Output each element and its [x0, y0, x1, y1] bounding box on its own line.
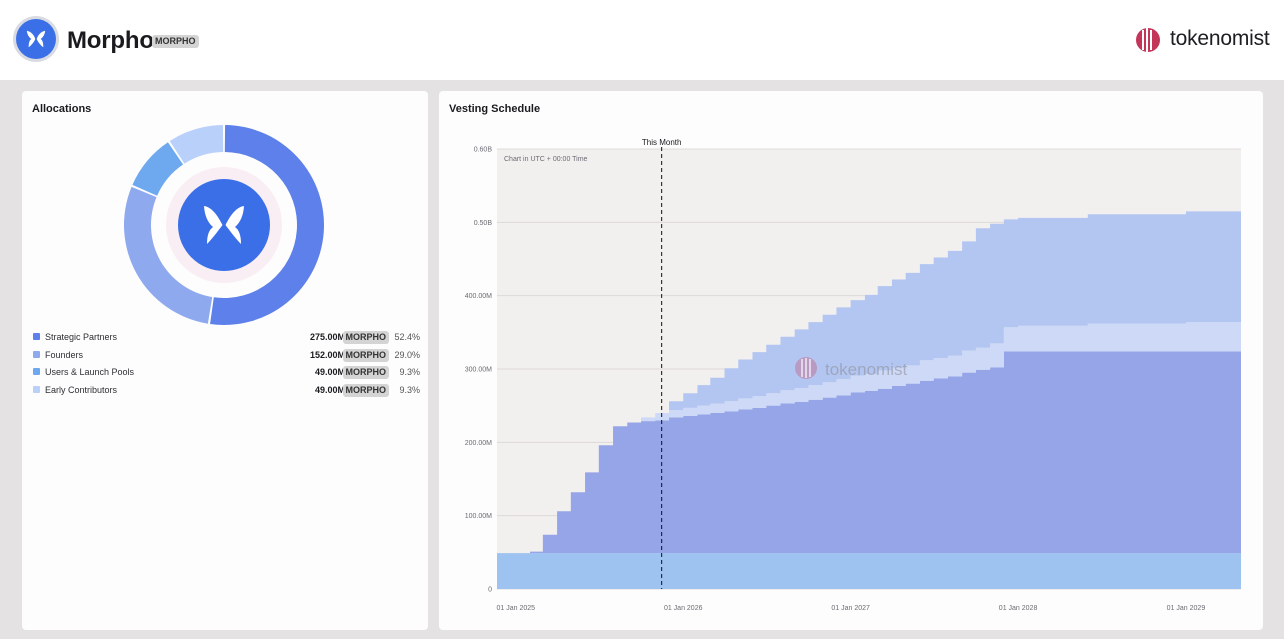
legend-percent: 52.4%: [394, 332, 420, 342]
vesting-series-area[interactable]: [497, 315, 1241, 554]
legend-percent: 9.3%: [399, 367, 420, 377]
donut-slice[interactable]: [169, 125, 224, 164]
donut-slice[interactable]: [132, 142, 184, 196]
legend-swatch: [33, 368, 40, 375]
legend-ticker: MORPHO: [342, 366, 389, 379]
header-bar: Morpho MORPHO tokenomist: [0, 0, 1284, 80]
allocations-card: Allocations Strategic Partners 275.00M M…: [22, 91, 428, 630]
legend-item[interactable]: Early Contributors 49.00M MORPHO 9.3%: [33, 383, 420, 402]
vesting-series-area[interactable]: [497, 351, 1241, 554]
legend-item[interactable]: Founders 152.00M MORPHO 29.0%: [33, 348, 420, 367]
vesting-card: Vesting Schedule tokenomist Chart in UTC…: [439, 91, 1263, 630]
vesting-series-area[interactable]: [497, 204, 1241, 554]
legend-item[interactable]: Users & Launch Pools 49.00M MORPHO 9.3%: [33, 366, 420, 384]
x-tick-label: 01 Jan 2025: [497, 605, 536, 612]
page-title: Morpho: [67, 27, 154, 54]
butterfly-icon: [204, 206, 244, 244]
allocation-donut-chart: [123, 125, 324, 326]
x-tick-label: 01 Jan 2026: [664, 605, 703, 612]
legend-amount: 49.00M: [314, 367, 345, 377]
vesting-series-area[interactable]: [497, 553, 1241, 589]
y-tick-label: 300.00M: [465, 367, 492, 374]
y-tick-label: 0.50B: [474, 220, 493, 227]
legend-percent: 9.3%: [399, 384, 420, 395]
x-tick-label: 01 Jan 2028: [999, 605, 1038, 612]
legend-label: Founders: [45, 349, 84, 360]
donut-slice[interactable]: [123, 186, 213, 324]
legend-ticker: MORPHO: [342, 331, 389, 344]
donut-slice[interactable]: [210, 125, 324, 326]
donut-center-logo: [178, 179, 270, 271]
token-ticker-badge: MORPHO: [152, 35, 199, 48]
morpho-logo: [16, 19, 56, 59]
x-tick-label: 01 Jan 2027: [831, 605, 870, 612]
legend-swatch: [33, 350, 40, 358]
tokenomist-logo-icon: [795, 357, 817, 379]
legend-ticker: MORPHO: [342, 383, 389, 397]
brand-name: tokenomist: [1170, 27, 1270, 50]
legend-label: Users & Launch Pools: [45, 367, 135, 377]
tokenomist-logo-icon: [1136, 28, 1160, 52]
legend-amount: 275.00M: [309, 332, 345, 342]
allocation-legend: Strategic Partners 275.00M MORPHO 52.4% …: [33, 331, 420, 401]
legend-ticker: MORPHO: [342, 348, 389, 362]
legend-percent: 29.0%: [394, 349, 420, 360]
legend-amount: 49.00M: [314, 384, 345, 395]
chart-watermark: tokenomist: [795, 357, 907, 379]
butterfly-icon: [26, 30, 46, 48]
legend-label: Early Contributors: [45, 384, 118, 395]
timezone-note: Chart in UTC + 00:00 Time: [504, 156, 588, 163]
y-tick-label: 100.00M: [465, 513, 492, 520]
legend-amount: 152.00M: [309, 349, 345, 360]
y-tick-label: 200.00M: [465, 440, 492, 447]
allocations-title: Allocations: [32, 103, 92, 115]
watermark-text: tokenomist: [825, 360, 907, 379]
legend-item[interactable]: Strategic Partners 275.00M MORPHO 52.4%: [33, 331, 420, 349]
vesting-title: Vesting Schedule: [449, 103, 541, 115]
legend-swatch: [33, 385, 40, 393]
y-tick-label: 0.60B: [474, 147, 493, 154]
y-tick-label: 400.00M: [465, 293, 492, 300]
y-tick-label: 0: [488, 587, 492, 594]
this-month-label: This Month: [642, 138, 682, 147]
x-tick-label: 01 Jan 2029: [1167, 605, 1206, 612]
legend-label: Strategic Partners: [45, 332, 118, 342]
vesting-chart[interactable]: tokenomist Chart in UTC + 00:00 Time Thi…: [439, 91, 1263, 630]
legend-swatch: [33, 333, 40, 340]
